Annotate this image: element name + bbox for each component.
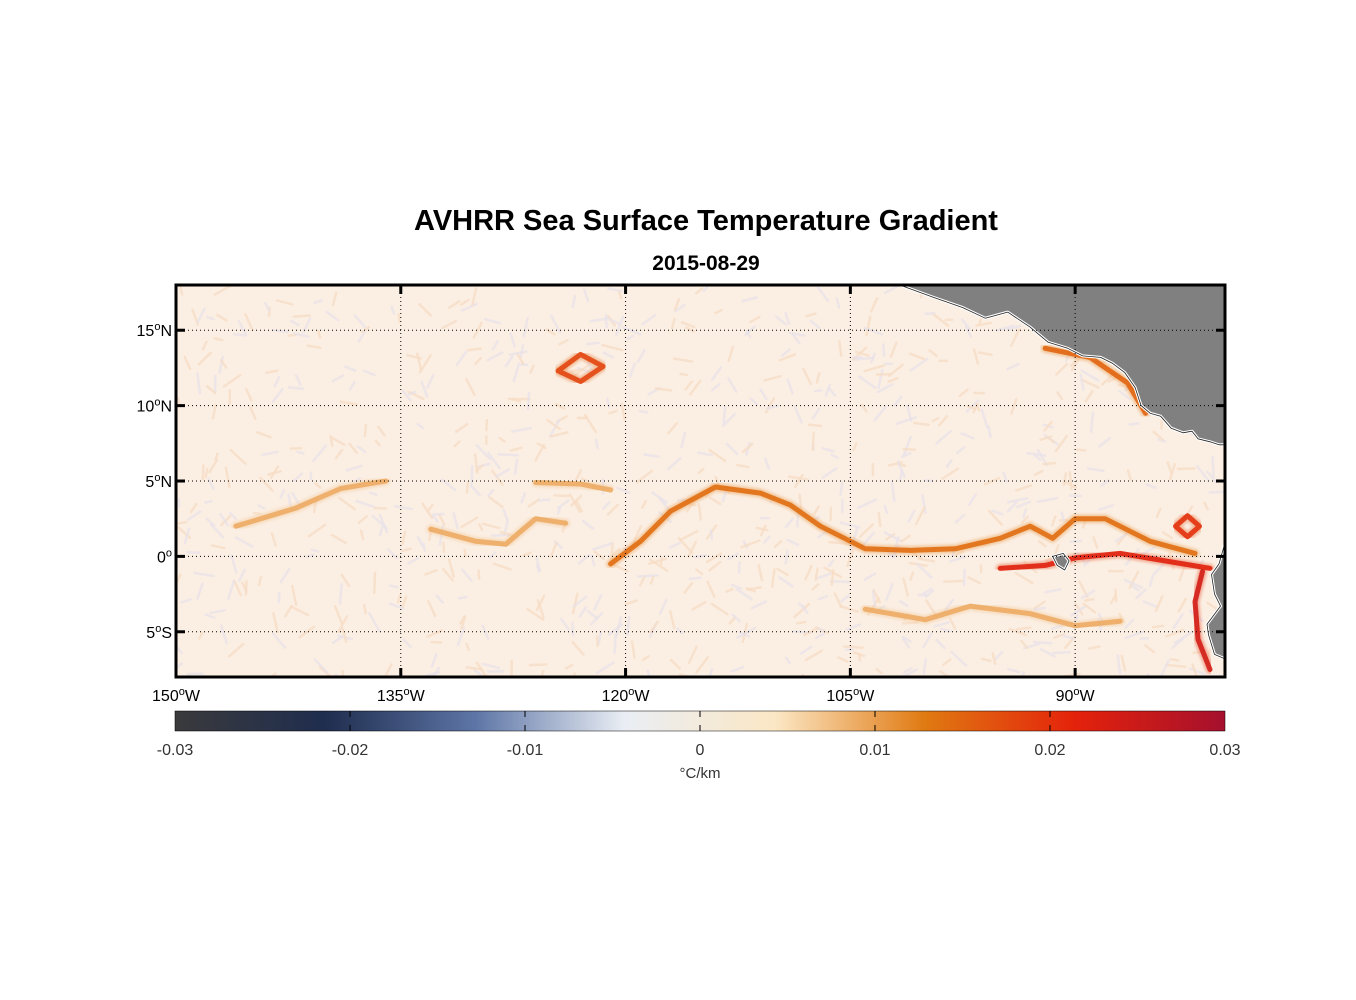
north-front <box>533 480 614 493</box>
peru-coast-front <box>1192 569 1213 672</box>
colorbar: -0.03 -0.02 -0.01 0 0.01 0.02 0.03 °C/km <box>157 710 1241 782</box>
central-america-outline <box>899 285 1225 446</box>
colorbar-tick-label: -0.01 <box>507 742 544 759</box>
colorbar-tick-label: 0 <box>696 742 705 759</box>
west-filament <box>233 478 389 529</box>
mid-filament <box>428 516 569 547</box>
colorbar-label: °C/km <box>680 765 721 782</box>
colorbar-tick-label: -0.03 <box>157 742 194 759</box>
coastal-front <box>1042 345 1149 416</box>
south-filament <box>862 603 1123 629</box>
latitude-labels: 15oN 10oN 5oN 0o 5oS <box>137 321 172 642</box>
eddy-ring <box>555 351 606 384</box>
chart-title: AVHRR Sea Surface Temperature Gradient <box>414 205 998 237</box>
colorbar-tick-label: -0.02 <box>332 742 369 759</box>
colorbar-tick-label: 0.03 <box>1209 742 1240 759</box>
gradient-fronts <box>231 343 1215 674</box>
ecuador-peru-coast-outline <box>1206 542 1225 660</box>
colorbar-ticks: -0.03 -0.02 -0.01 0 0.01 0.02 0.03 <box>157 711 1241 759</box>
lat-label: 0o <box>157 547 172 566</box>
map-ticks <box>174 285 1225 677</box>
equatorial-front-south <box>997 550 1213 571</box>
lon-label: 150oW <box>152 686 201 705</box>
lat-label: 15oN <box>137 321 172 340</box>
galapagos-islands-outline <box>1052 553 1070 571</box>
chart-subtitle: 2015-08-29 <box>652 252 760 275</box>
lat-label: 5oN <box>145 472 172 491</box>
lon-label: 135oW <box>377 686 426 705</box>
background-texture <box>176 285 1225 677</box>
longitude-labels: 150oW 135oW 120oW 105oW 90oW <box>152 686 1096 705</box>
lat-label: 5oS <box>146 623 172 642</box>
eddy-east <box>1173 513 1202 540</box>
lon-label: 105oW <box>826 686 875 705</box>
colorbar-tick-label: 0.02 <box>1034 742 1065 759</box>
map-panel: 150oW 135oW 120oW 105oW 90oW 15oN 10oN 5oN 0o 5o… <box>137 283 1227 705</box>
lon-label: 90oW <box>1056 686 1096 705</box>
lat-label: 10oN <box>137 397 172 416</box>
colorbar-tick-label: 0.01 <box>859 742 890 759</box>
lon-label: 120oW <box>602 686 651 705</box>
land-masses <box>898 285 1225 661</box>
equatorial-front <box>608 484 1198 567</box>
